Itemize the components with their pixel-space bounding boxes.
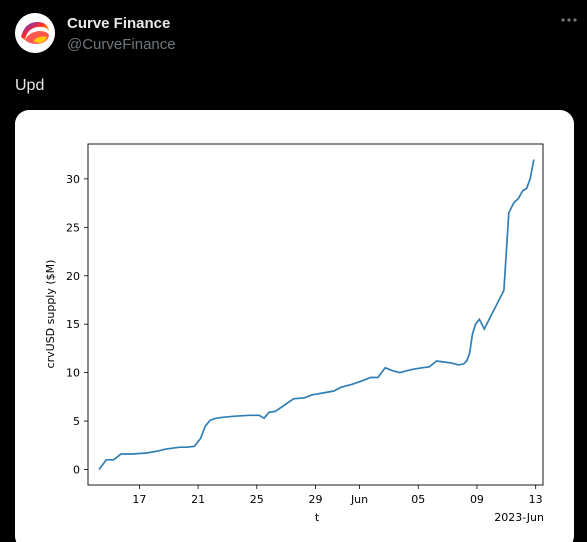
- more-horizontal-icon[interactable]: [555, 10, 583, 32]
- x-tick-label: 09: [470, 493, 484, 506]
- plot-frame: [87, 143, 544, 486]
- y-axis-label: crvUSD supply ($M): [44, 260, 57, 369]
- y-tick-label: 0: [73, 464, 80, 477]
- y-tick-label: 15: [66, 318, 80, 331]
- author-name[interactable]: Curve Finance: [67, 15, 171, 32]
- x-tick-label: 17: [132, 493, 146, 506]
- more-dots-icon: [561, 18, 577, 22]
- avatar[interactable]: [15, 13, 55, 53]
- y-tick-label: 5: [73, 415, 80, 428]
- x-tick-label: 13: [529, 493, 543, 506]
- series-line: [98, 159, 535, 471]
- y-axis: 0 5 10 15 20 25 30: [66, 173, 88, 477]
- author-handle[interactable]: @CurveFinance: [67, 36, 176, 53]
- media-card[interactable]: 0 5 10 15 20 25 30 17 21 25 29 Jun 05 09 13 crvUSD su…: [15, 110, 574, 542]
- x-tick-label: 25: [250, 493, 264, 506]
- x-axis: 17 21 25 29 Jun 05 09 13: [132, 485, 543, 506]
- x-tick-label: 05: [411, 493, 425, 506]
- y-tick-label: 30: [66, 173, 80, 186]
- x-tick-label: 21: [191, 493, 205, 506]
- y-tick-label: 10: [66, 367, 80, 380]
- y-tick-label: 25: [66, 221, 80, 234]
- y-tick-label: 20: [66, 270, 80, 283]
- tweet-text: Upd: [15, 77, 45, 94]
- x-tick-label: Jun: [350, 493, 368, 506]
- x-offset-label: 2023-Jun: [494, 511, 544, 524]
- x-axis-label: t: [315, 511, 320, 524]
- x-tick-label: 29: [309, 493, 323, 506]
- curve-logo-icon: [15, 13, 55, 53]
